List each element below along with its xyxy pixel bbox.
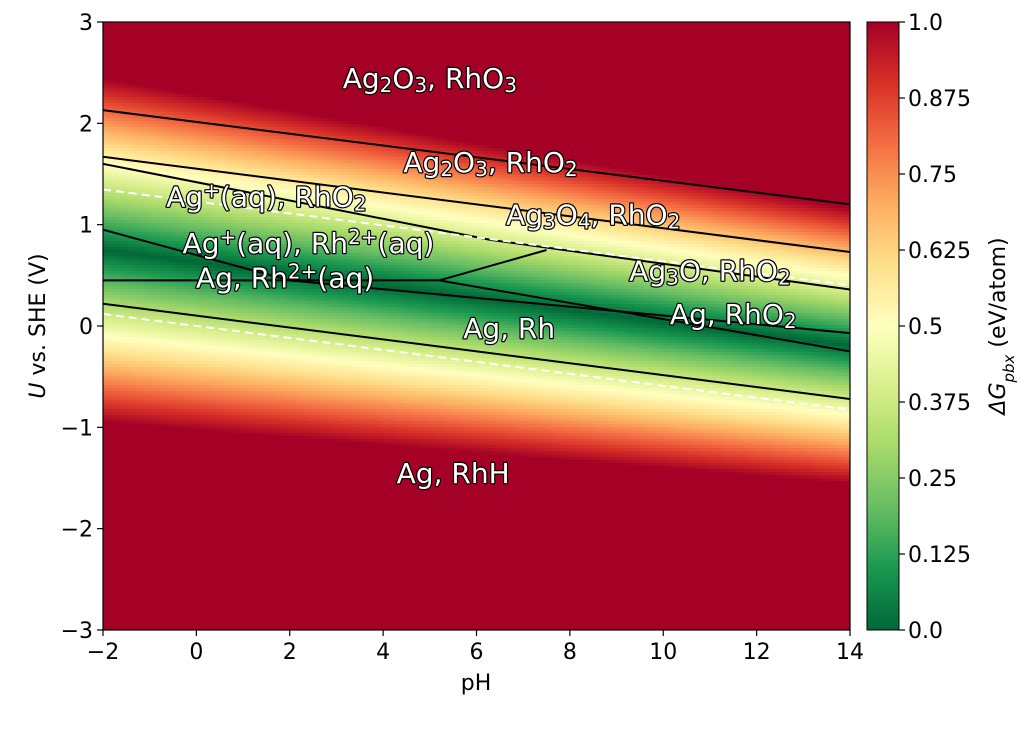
pourbaix-chart: Ag2O3, RhO3Ag2O3, RhO2Ag+(aq), RhO2 Ag3O4… — [0, 0, 1033, 733]
